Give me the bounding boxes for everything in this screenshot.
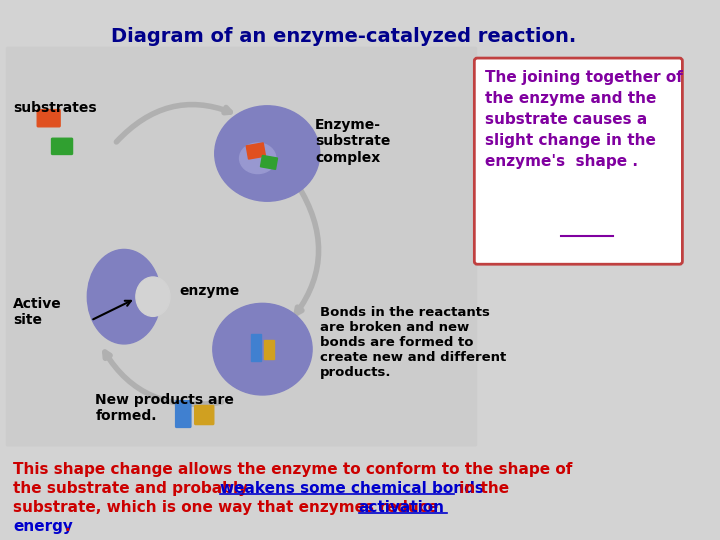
FancyBboxPatch shape	[52, 138, 73, 154]
Text: Diagram of an enzyme-catalyzed reaction.: Diagram of an enzyme-catalyzed reaction.	[111, 26, 576, 45]
Bar	[264, 340, 274, 359]
Text: This shape change allows the enzyme to conform to the shape of: This shape change allows the enzyme to c…	[14, 462, 572, 477]
Text: Bonds in the reactants
are broken and new
bonds are formed to
create new and dif: Bonds in the reactants are broken and ne…	[320, 306, 506, 379]
Text: the substrate and probably: the substrate and probably	[14, 481, 253, 496]
Ellipse shape	[213, 303, 312, 395]
FancyBboxPatch shape	[176, 401, 191, 428]
FancyBboxPatch shape	[6, 46, 477, 447]
Text: .: .	[65, 519, 71, 534]
Text: enzyme: enzyme	[179, 284, 240, 298]
Ellipse shape	[215, 106, 320, 201]
Text: Enzyme-
substrate
complex: Enzyme- substrate complex	[315, 118, 390, 165]
Text: weakens some chemical bonds: weakens some chemical bonds	[220, 481, 483, 496]
Bar	[251, 334, 261, 361]
FancyBboxPatch shape	[474, 58, 683, 264]
Text: substrate, which is one way that enzymes reduce: substrate, which is one way that enzymes…	[14, 500, 444, 515]
Text: activation: activation	[359, 500, 445, 515]
FancyBboxPatch shape	[194, 406, 214, 424]
Text: The joining together of
the enzyme and the
substrate causes a
slight change in t: The joining together of the enzyme and t…	[485, 71, 683, 170]
Text: New products are
formed.: New products are formed.	[96, 393, 234, 423]
Ellipse shape	[136, 277, 170, 316]
Ellipse shape	[87, 249, 161, 344]
Text: Active
site: Active site	[14, 296, 62, 327]
Text: substrates: substrates	[14, 101, 97, 115]
Text: energy: energy	[14, 519, 73, 534]
Bar	[261, 156, 277, 170]
Text: in the: in the	[454, 481, 510, 496]
Ellipse shape	[240, 143, 276, 173]
FancyBboxPatch shape	[37, 110, 60, 127]
Bar	[246, 143, 266, 159]
